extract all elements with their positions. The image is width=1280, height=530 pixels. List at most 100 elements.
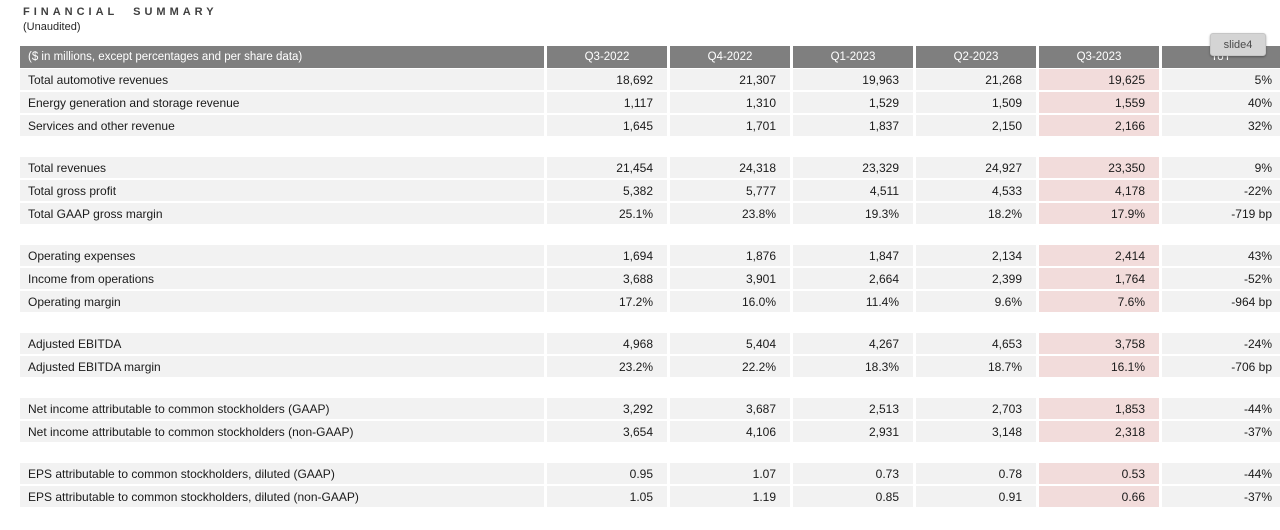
- row-label: Net income attributable to common stockh…: [20, 421, 544, 442]
- cell-yoy: -44%: [1162, 463, 1280, 484]
- cell-q2-2023: 4,533: [916, 180, 1036, 201]
- cell-q2-2023: 2,399: [916, 268, 1036, 289]
- group-spacer: [20, 226, 1280, 245]
- cell-q1-2023: 1,529: [793, 92, 913, 113]
- cell-q3-2023-highlighted: 16.1%: [1039, 356, 1159, 377]
- cell-yoy: -719 bp: [1162, 203, 1280, 224]
- cell-q1-2023: 2,513: [793, 398, 913, 419]
- cell-q2-2023: 0.91: [916, 486, 1036, 507]
- table-row: Services and other revenue 1,645 1,701 1…: [20, 115, 1280, 136]
- cell-q1-2023: 18.3%: [793, 356, 913, 377]
- header-units-label: ($ in millions, except percentages and p…: [20, 46, 544, 68]
- cell-q3-2023-highlighted: 2,166: [1039, 115, 1159, 136]
- row-label: Operating margin: [20, 291, 544, 312]
- cell-q4-2022: 5,777: [670, 180, 790, 201]
- table-row: Energy generation and storage revenue 1,…: [20, 92, 1280, 113]
- cell-q3-2023-highlighted: 4,178: [1039, 180, 1159, 201]
- cell-yoy: 40%: [1162, 92, 1280, 113]
- table-row: Total gross profit 5,382 5,777 4,511 4,5…: [20, 180, 1280, 201]
- cell-q4-2022: 1,701: [670, 115, 790, 136]
- cell-q1-2023: 4,267: [793, 333, 913, 354]
- cell-q1-2023: 23,329: [793, 157, 913, 178]
- cell-q4-2022: 3,687: [670, 398, 790, 419]
- cell-q3-2022: 5,382: [547, 180, 667, 201]
- header-q2-2023: Q2-2023: [916, 46, 1036, 68]
- page-subtitle: (Unaudited): [23, 21, 81, 33]
- cell-q3-2023-highlighted: 7.6%: [1039, 291, 1159, 312]
- cell-q2-2023: 18.7%: [916, 356, 1036, 377]
- cell-q4-2022: 5,404: [670, 333, 790, 354]
- cell-q1-2023: 0.85: [793, 486, 913, 507]
- cell-q3-2023-highlighted: 2,318: [1039, 421, 1159, 442]
- cell-q3-2023-highlighted: 17.9%: [1039, 203, 1159, 224]
- row-label: Total revenues: [20, 157, 544, 178]
- cell-q2-2023: 2,703: [916, 398, 1036, 419]
- table-row: Net income attributable to common stockh…: [20, 421, 1280, 442]
- cell-yoy: -22%: [1162, 180, 1280, 201]
- row-label: Energy generation and storage revenue: [20, 92, 544, 113]
- header-q3-2022: Q3-2022: [547, 46, 667, 68]
- cell-q4-2022: 21,307: [670, 69, 790, 90]
- cell-q2-2023: 24,927: [916, 157, 1036, 178]
- cell-q2-2023: 21,268: [916, 69, 1036, 90]
- cell-yoy: -964 bp: [1162, 291, 1280, 312]
- cell-q4-2022: 4,106: [670, 421, 790, 442]
- cell-yoy: -37%: [1162, 421, 1280, 442]
- cell-q3-2022: 0.95: [547, 463, 667, 484]
- cell-q1-2023: 2,664: [793, 268, 913, 289]
- group-spacer: [20, 314, 1280, 333]
- cell-q3-2022: 21,454: [547, 157, 667, 178]
- cell-q2-2023: 9.6%: [916, 291, 1036, 312]
- cell-q2-2023: 1,509: [916, 92, 1036, 113]
- row-label: Total gross profit: [20, 180, 544, 201]
- table-row: Income from operations 3,688 3,901 2,664…: [20, 268, 1280, 289]
- table-row: Operating expenses 1,694 1,876 1,847 2,1…: [20, 245, 1280, 266]
- cell-q2-2023: 2,134: [916, 245, 1036, 266]
- cell-q3-2022: 18,692: [547, 69, 667, 90]
- cell-q4-2022: 3,901: [670, 268, 790, 289]
- cell-q3-2022: 3,292: [547, 398, 667, 419]
- cell-q4-2022: 1.19: [670, 486, 790, 507]
- cell-q3-2023-highlighted: 1,853: [1039, 398, 1159, 419]
- cell-q3-2022: 4,968: [547, 333, 667, 354]
- financial-summary-table: ($ in millions, except percentages and p…: [20, 46, 1280, 509]
- page-title: FINANCIAL SUMMARY: [23, 6, 218, 18]
- cell-q3-2023-highlighted: 3,758: [1039, 333, 1159, 354]
- cell-q2-2023: 3,148: [916, 421, 1036, 442]
- header-q4-2022: Q4-2022: [670, 46, 790, 68]
- cell-yoy: -52%: [1162, 268, 1280, 289]
- cell-q4-2022: 1.07: [670, 463, 790, 484]
- cell-yoy: -706 bp: [1162, 356, 1280, 377]
- cell-q1-2023: 1,837: [793, 115, 913, 136]
- row-label: Net income attributable to common stockh…: [20, 398, 544, 419]
- cell-yoy: -44%: [1162, 398, 1280, 419]
- group-spacer: [20, 138, 1280, 157]
- row-label: Adjusted EBITDA margin: [20, 356, 544, 377]
- cell-q1-2023: 2,931: [793, 421, 913, 442]
- row-label: Operating expenses: [20, 245, 544, 266]
- cell-q3-2023-highlighted: 0.53: [1039, 463, 1159, 484]
- header-q3-2023: Q3-2023: [1039, 46, 1159, 68]
- row-label: Total automotive revenues: [20, 69, 544, 90]
- cell-q1-2023: 0.73: [793, 463, 913, 484]
- cell-q4-2022: 1,876: [670, 245, 790, 266]
- table-row: EPS attributable to common stockholders,…: [20, 463, 1280, 484]
- cell-yoy: 5%: [1162, 69, 1280, 90]
- group-spacer: [20, 444, 1280, 463]
- group-spacer: [20, 379, 1280, 398]
- cell-q1-2023: 19.3%: [793, 203, 913, 224]
- table-row: Total revenues 21,454 24,318 23,329 24,9…: [20, 157, 1280, 178]
- cell-q3-2022: 3,688: [547, 268, 667, 289]
- cell-q1-2023: 19,963: [793, 69, 913, 90]
- cell-q4-2022: 16.0%: [670, 291, 790, 312]
- table-row: Adjusted EBITDA 4,968 5,404 4,267 4,653 …: [20, 333, 1280, 354]
- cell-q1-2023: 11.4%: [793, 291, 913, 312]
- cell-yoy: 43%: [1162, 245, 1280, 266]
- cell-yoy: 9%: [1162, 157, 1280, 178]
- cell-q3-2022: 17.2%: [547, 291, 667, 312]
- cell-q3-2022: 3,654: [547, 421, 667, 442]
- cell-q3-2023-highlighted: 23,350: [1039, 157, 1159, 178]
- cell-yoy: -24%: [1162, 333, 1280, 354]
- cell-q3-2023-highlighted: 0.66: [1039, 486, 1159, 507]
